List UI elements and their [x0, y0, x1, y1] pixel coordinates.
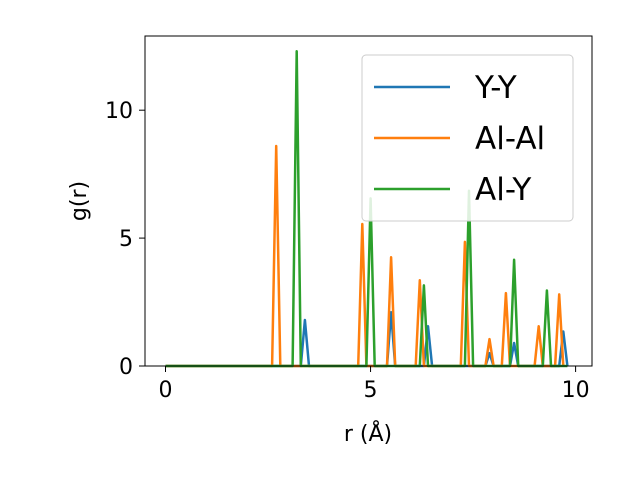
x-tick-label: 5 [364, 378, 378, 403]
x-axis: 0 5 10 [159, 366, 590, 403]
x-tick-label: 0 [159, 378, 173, 403]
legend-label-al-al: Al-Al [475, 121, 545, 157]
y-axis: 0 5 10 [105, 99, 145, 380]
y-tick-label: 5 [119, 227, 133, 252]
series-line-al-al [165, 144, 565, 368]
legend-label-al-y: Al-Y [475, 172, 531, 208]
y-axis-label: g(r) [67, 181, 92, 221]
legend-box [361, 54, 574, 222]
y-tick-label: 10 [105, 99, 133, 124]
x-tick-label: 10 [562, 378, 590, 403]
legend-label-y-y: Y-Y [474, 70, 517, 106]
x-axis-label: r (Å) [344, 420, 392, 447]
plot-frame [144, 35, 593, 367]
legend: Y-Y Al-Al Al-Y [361, 54, 574, 222]
y-tick-label: 0 [119, 355, 133, 380]
